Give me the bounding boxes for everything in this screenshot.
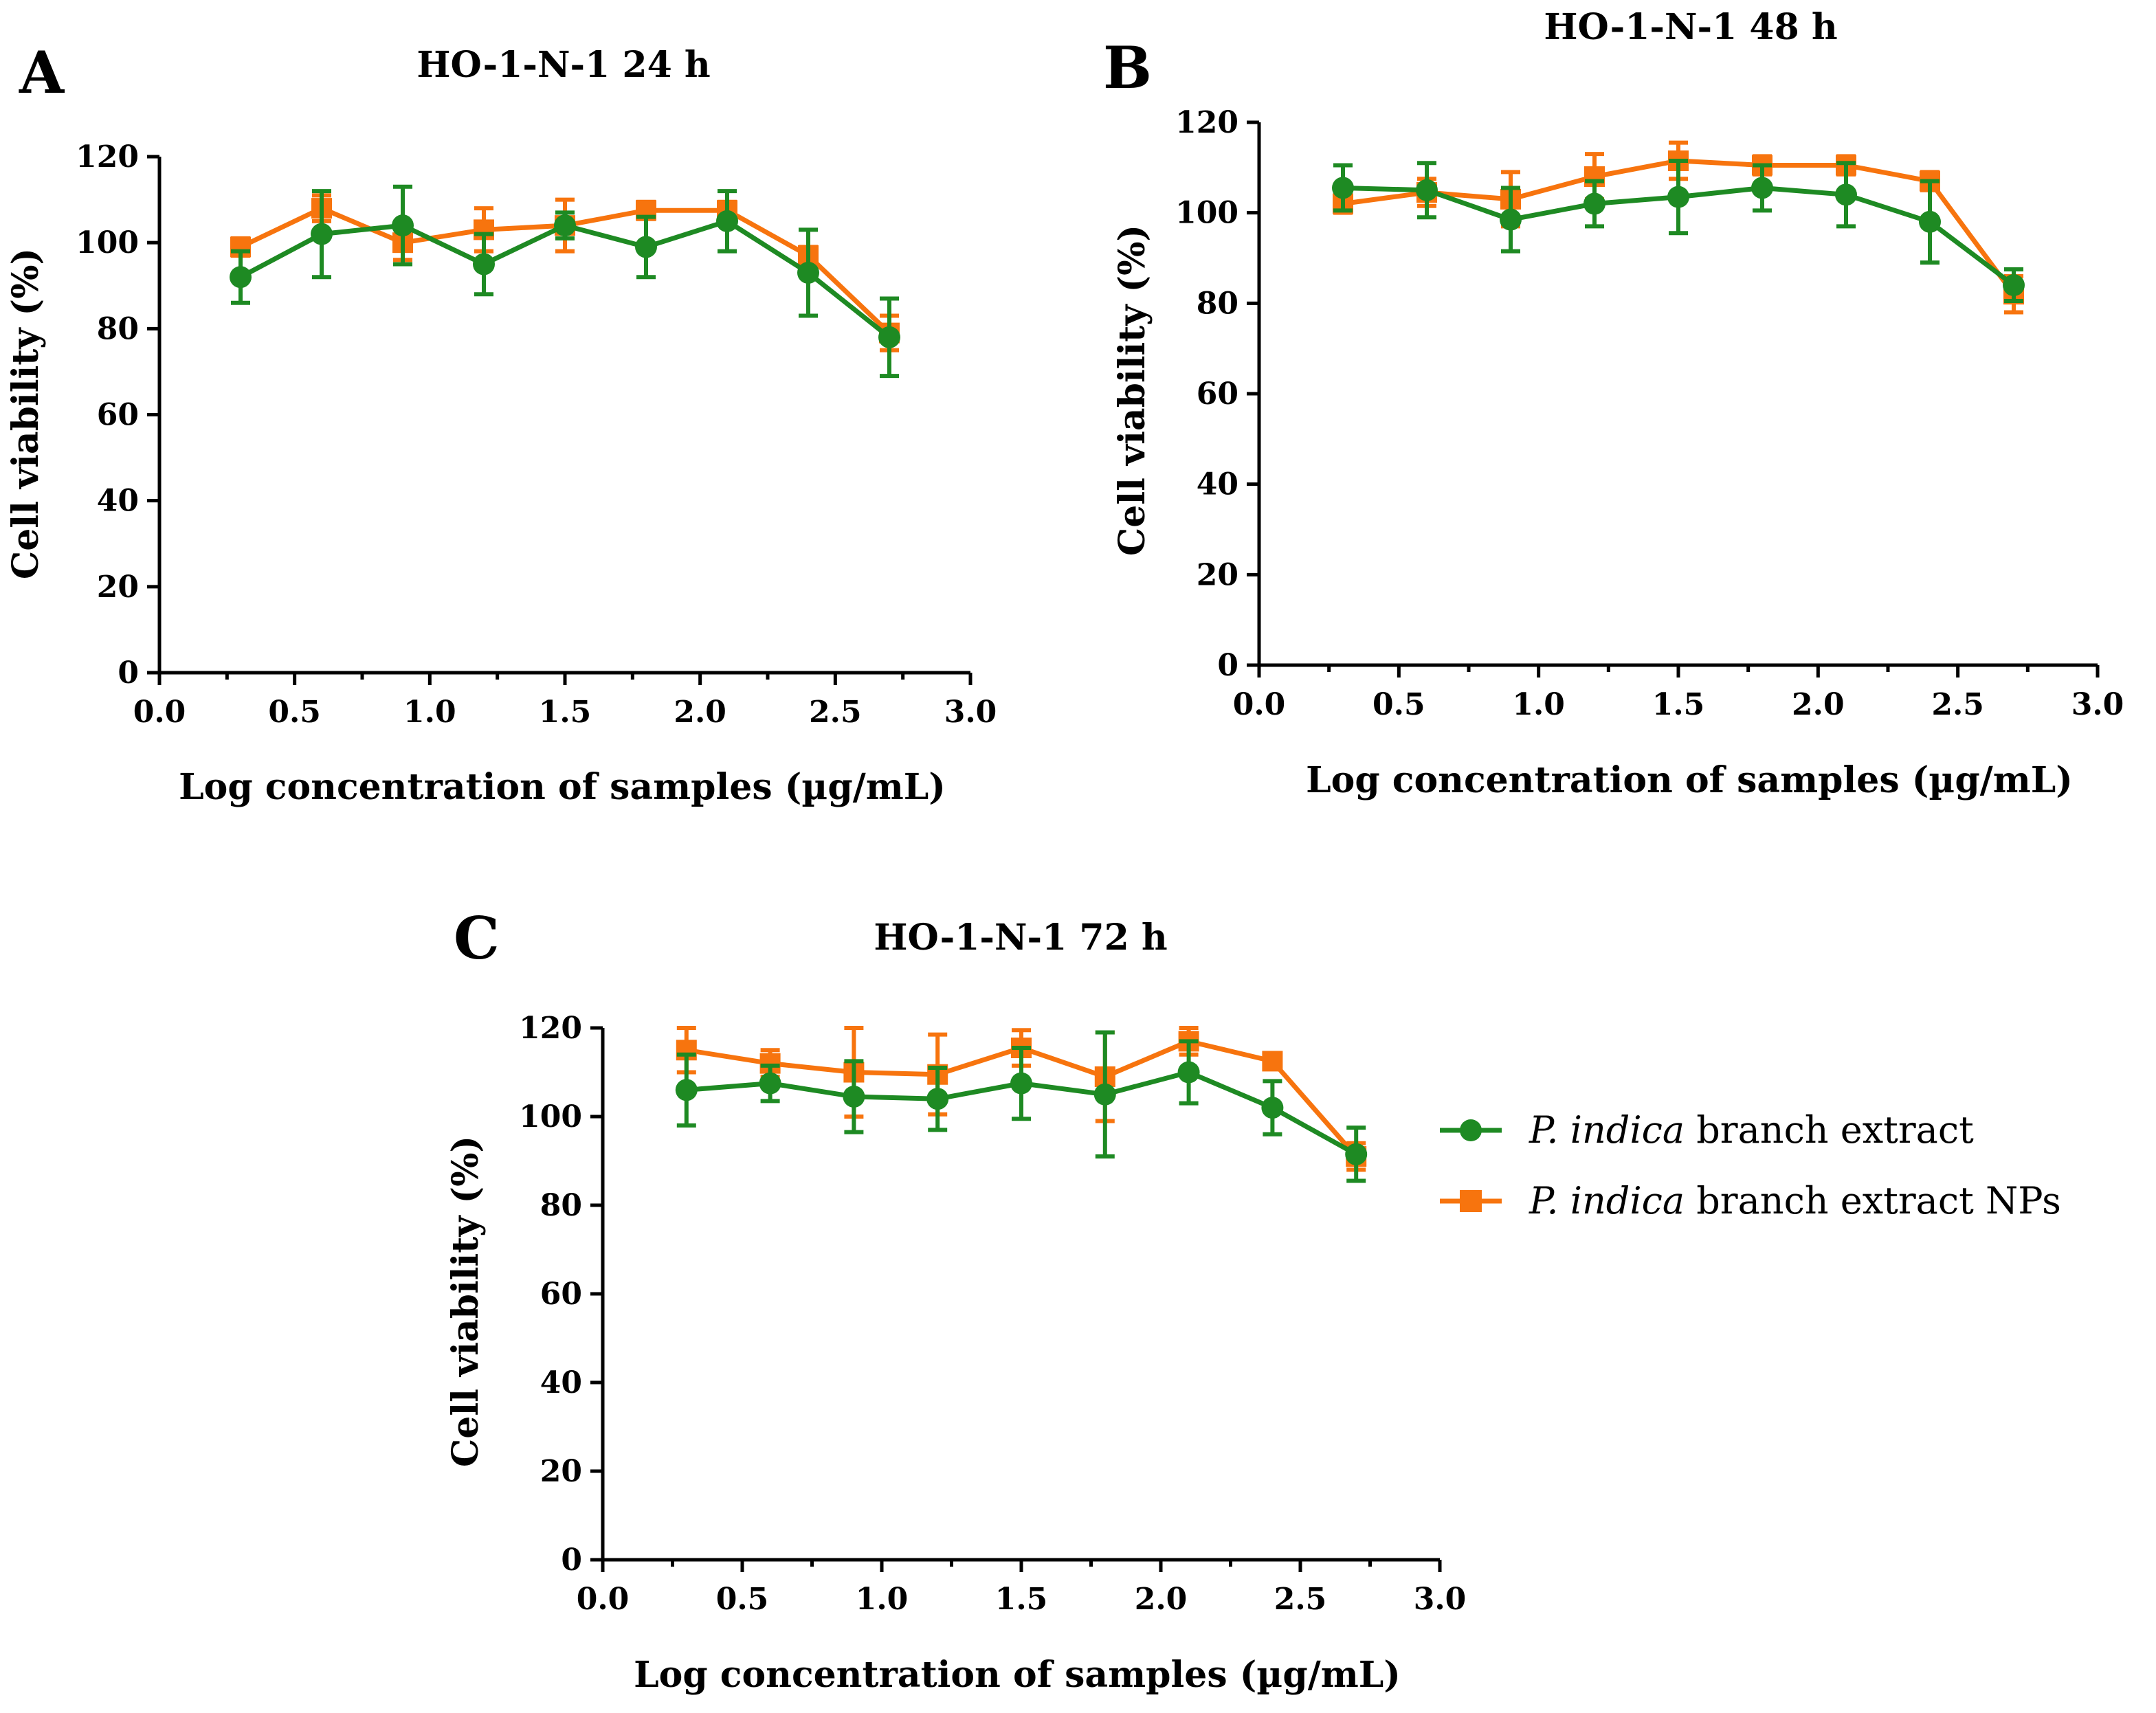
legend-label-nps: P. indica branch extract NPs bbox=[1529, 1179, 2061, 1222]
y-tick-label: 120 bbox=[519, 1011, 582, 1046]
chart-title: HO-1-N-1 24 h bbox=[416, 44, 710, 86]
y-tick-label: 60 bbox=[97, 398, 139, 433]
y-tick-label: 100 bbox=[76, 225, 139, 260]
y-tick-label: 40 bbox=[540, 1365, 582, 1400]
x-tick-label: 2.0 bbox=[1792, 687, 1845, 722]
y-axis-label: Cell viability (%) bbox=[445, 1136, 487, 1467]
chart-panel-a: A HO-1-N-1 24 h Cell viability (%) Log c… bbox=[5, 38, 997, 808]
x-tick-label: 0.0 bbox=[1233, 687, 1286, 722]
data-point-circle bbox=[635, 236, 657, 258]
x-axis-label: Log concentration of samples (µg/mL) bbox=[1306, 759, 2073, 801]
data-point-circle bbox=[1835, 183, 1857, 206]
y-tick-label: 60 bbox=[1197, 377, 1238, 412]
x-tick-label: 3.0 bbox=[944, 695, 997, 730]
data-point-circle bbox=[2003, 274, 2025, 296]
x-tick-label: 2.5 bbox=[1274, 1582, 1327, 1617]
x-tick-label: 2.0 bbox=[674, 695, 726, 730]
legend-marker-nps bbox=[1460, 1190, 1482, 1212]
legend-item-nps: P. indica branch extract NPs bbox=[1440, 1179, 2061, 1222]
data-point-circle bbox=[554, 214, 576, 237]
y-tick-label: 80 bbox=[540, 1188, 582, 1223]
y-tick-label: 0 bbox=[1217, 648, 1238, 683]
x-tick-label: 2.0 bbox=[1135, 1582, 1188, 1617]
y-tick-label: 0 bbox=[561, 1543, 582, 1578]
legend-item-extract: P. indica branch extract bbox=[1440, 1108, 1974, 1152]
series-extract bbox=[675, 1030, 1368, 1183]
x-axis-label: Log concentration of samples (µg/mL) bbox=[179, 766, 946, 808]
data-point-circle bbox=[311, 223, 333, 245]
data-point-square bbox=[1262, 1051, 1283, 1072]
y-tick-label: 20 bbox=[1197, 557, 1238, 592]
data-point-circle bbox=[392, 214, 414, 237]
data-point-circle bbox=[797, 261, 819, 284]
y-tick-label: 20 bbox=[97, 570, 139, 605]
data-point-circle bbox=[473, 253, 495, 276]
x-tick-label: 0.0 bbox=[577, 1582, 630, 1617]
x-tick-label: 0.0 bbox=[133, 695, 186, 730]
data-point-circle bbox=[843, 1085, 865, 1108]
data-point-circle bbox=[1919, 210, 1941, 233]
chart-panel-b: B HO-1-N-1 48 h Cell viability (%) Log c… bbox=[1103, 6, 2124, 801]
data-point-circle bbox=[1751, 177, 1773, 199]
panel-letter: A bbox=[19, 38, 65, 107]
data-point-circle bbox=[716, 210, 738, 232]
chart-title: HO-1-N-1 48 h bbox=[1544, 6, 1837, 48]
panel-letter: B bbox=[1103, 34, 1152, 102]
data-point-circle bbox=[675, 1079, 698, 1101]
y-tick-label: 0 bbox=[118, 656, 139, 691]
legend: P. indica branch extract P. indica branc… bbox=[1440, 1108, 2061, 1222]
x-tick-label: 0.5 bbox=[268, 695, 321, 730]
series-extract bbox=[230, 184, 900, 379]
data-point-circle bbox=[1177, 1061, 1200, 1084]
data-point-circle bbox=[1010, 1072, 1032, 1095]
y-tick-label: 100 bbox=[519, 1099, 582, 1134]
y-axis-label: Cell viability (%) bbox=[5, 248, 47, 579]
x-tick-label: 1.0 bbox=[403, 695, 456, 730]
x-axis-label: Log concentration of samples (µg/mL) bbox=[634, 1654, 1401, 1696]
y-tick-label: 80 bbox=[1197, 286, 1238, 321]
chart-title: HO-1-N-1 72 h bbox=[874, 917, 1167, 959]
data-point-circle bbox=[1093, 1083, 1116, 1106]
y-tick-label: 120 bbox=[1175, 105, 1238, 140]
x-tick-label: 1.5 bbox=[1652, 687, 1705, 722]
x-tick-label: 1.0 bbox=[856, 1582, 909, 1617]
y-tick-label: 40 bbox=[1197, 467, 1238, 502]
data-point-circle bbox=[759, 1072, 781, 1095]
x-tick-label: 3.0 bbox=[2071, 687, 2124, 722]
data-point-circle bbox=[1345, 1143, 1368, 1165]
y-tick-label: 60 bbox=[540, 1277, 582, 1312]
y-tick-label: 80 bbox=[97, 311, 139, 346]
x-tick-label: 0.5 bbox=[716, 1582, 769, 1617]
x-tick-label: 0.5 bbox=[1372, 687, 1425, 722]
x-tick-label: 3.0 bbox=[1414, 1582, 1467, 1617]
y-tick-label: 120 bbox=[76, 139, 139, 175]
chart-panel-c: C HO-1-N-1 72 h Cell viability (%) Log c… bbox=[445, 904, 1466, 1696]
series-extract bbox=[1332, 158, 2025, 304]
x-tick-label: 2.5 bbox=[809, 695, 862, 730]
legend-label-extract: P. indica branch extract bbox=[1529, 1108, 1974, 1152]
legend-marker-extract bbox=[1460, 1119, 1482, 1141]
y-tick-label: 20 bbox=[540, 1454, 582, 1489]
x-tick-label: 1.5 bbox=[995, 1582, 1048, 1617]
data-point-circle bbox=[1583, 192, 1605, 215]
data-point-circle bbox=[1667, 186, 1689, 208]
x-tick-label: 1.0 bbox=[1512, 687, 1565, 722]
y-tick-label: 100 bbox=[1175, 196, 1238, 231]
data-point-circle bbox=[1416, 179, 1438, 201]
x-tick-label: 2.5 bbox=[1931, 687, 1984, 722]
x-tick-label: 1.5 bbox=[539, 695, 592, 730]
data-point-circle bbox=[230, 266, 252, 289]
data-point-circle bbox=[926, 1088, 949, 1110]
y-axis-label: Cell viability (%) bbox=[1111, 225, 1153, 556]
data-point-circle bbox=[1332, 177, 1354, 199]
panel-letter: C bbox=[454, 904, 500, 972]
data-point-circle bbox=[1500, 208, 1522, 231]
data-point-circle bbox=[878, 326, 900, 348]
data-point-circle bbox=[1261, 1097, 1284, 1119]
y-tick-label: 40 bbox=[97, 484, 139, 519]
